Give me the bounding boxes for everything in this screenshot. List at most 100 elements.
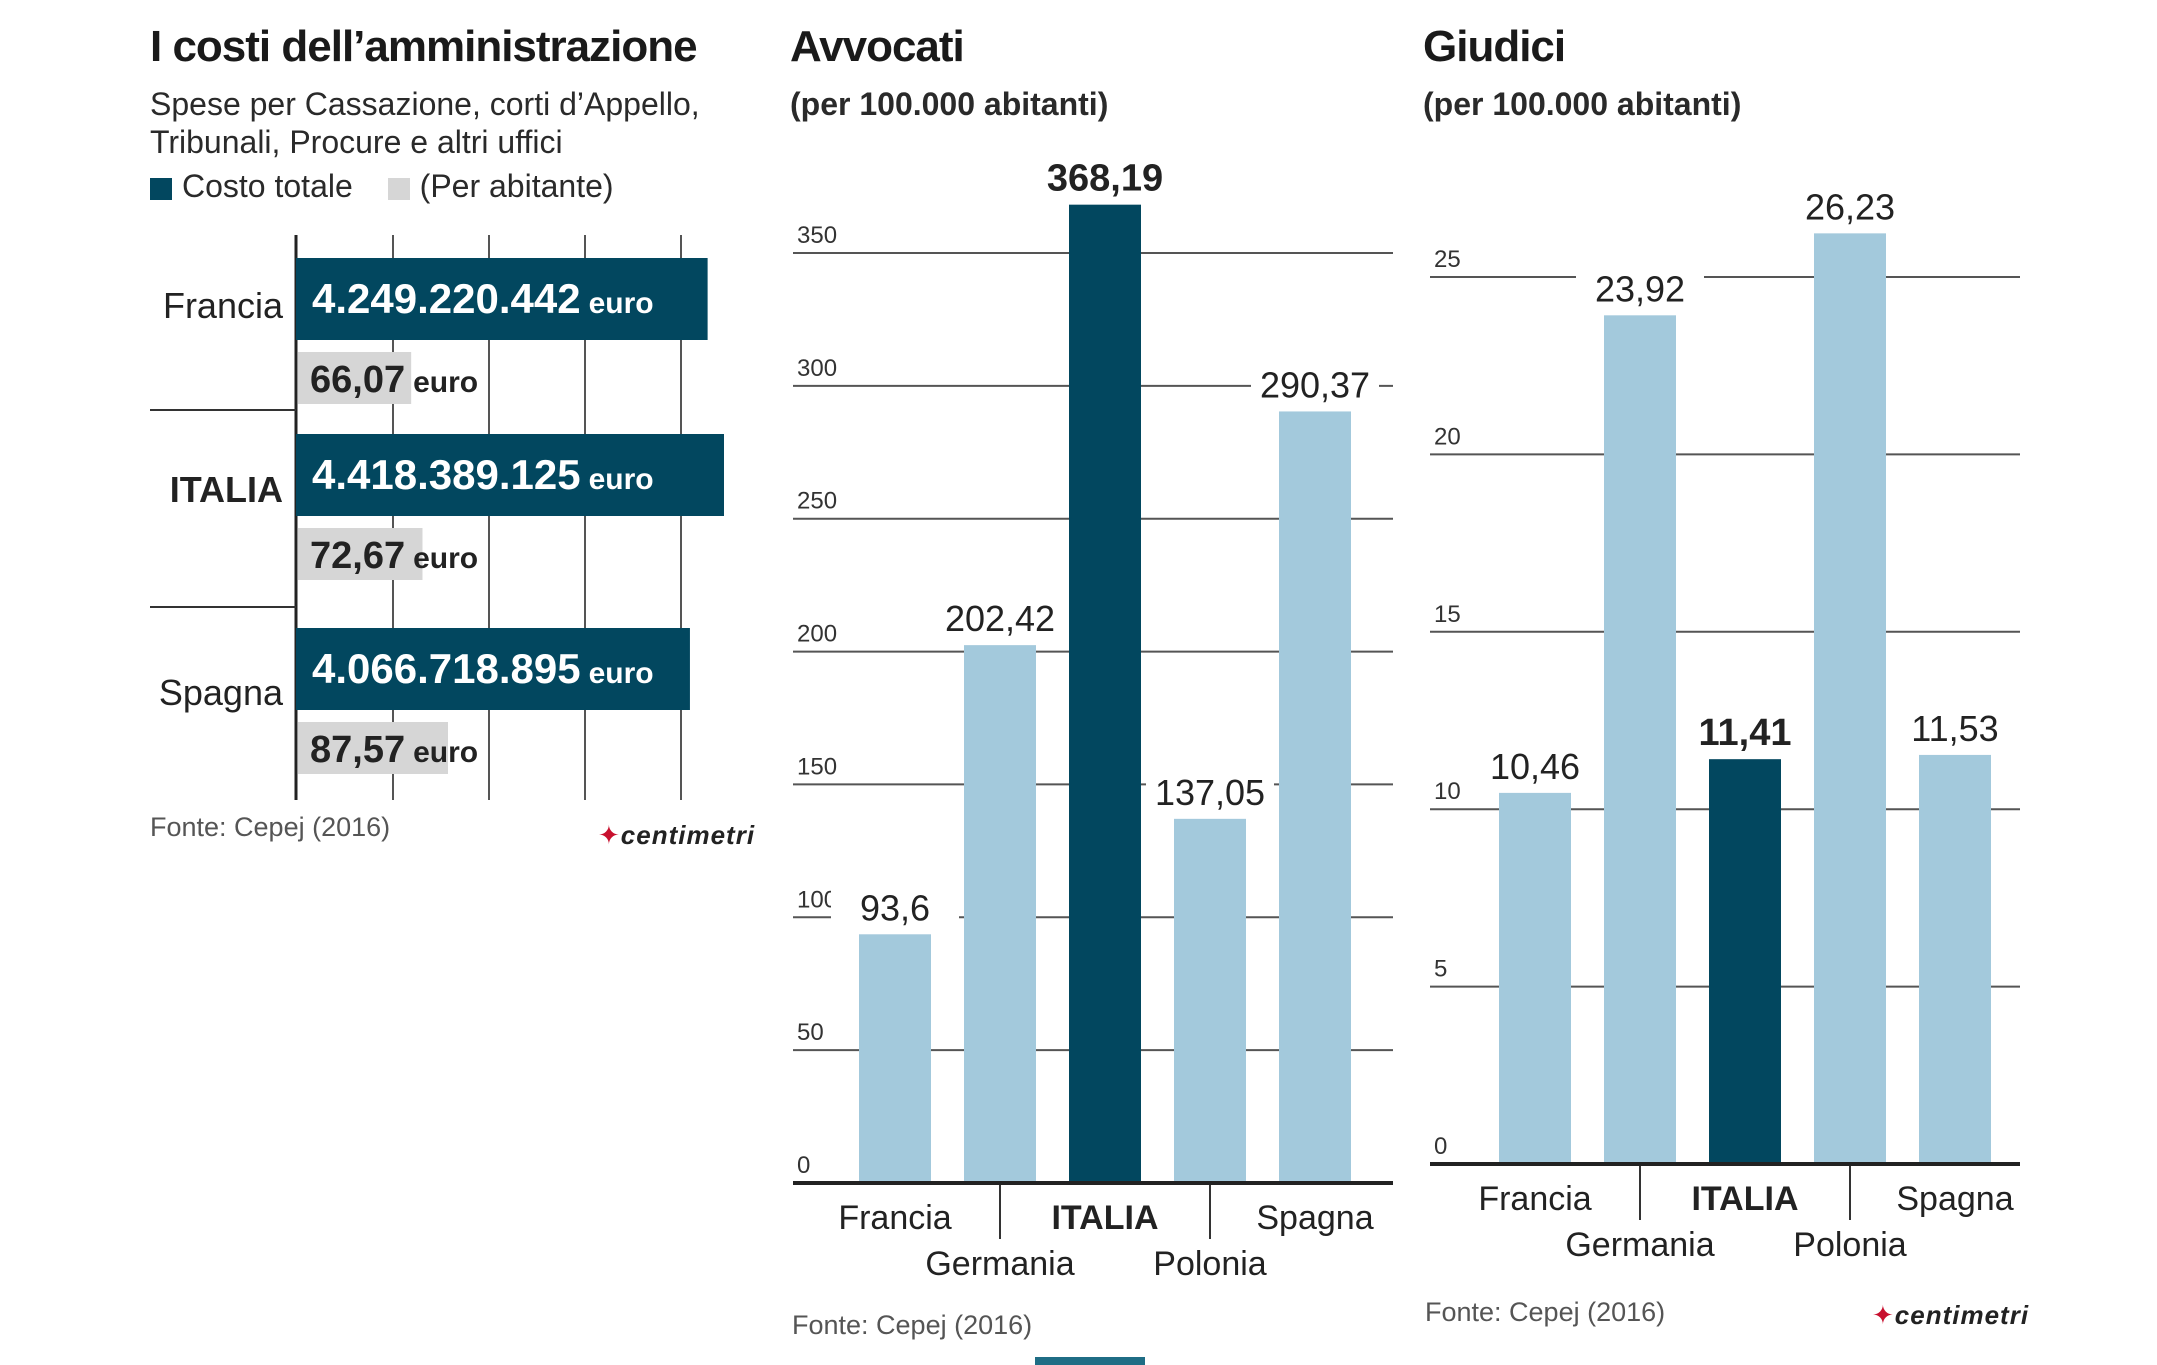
costi-panel: I costi dell’amministrazione Spese per C… xyxy=(0,0,790,1365)
bar-per-abitante-spagna xyxy=(298,722,448,774)
costi-subtitle-line1: Spese per Cassazione, corti d’Appello, xyxy=(150,86,700,122)
value-label-bg xyxy=(1786,185,1914,228)
value-label-francia: 10,46 xyxy=(1490,746,1580,787)
value-label-italia: 368,19 xyxy=(1047,158,1163,200)
unit-label: euro xyxy=(413,736,478,769)
costi-source: Fonte: Cepej (2016) xyxy=(150,812,391,842)
value-label-polonia: 137,05 xyxy=(1155,772,1265,813)
bar-polonia xyxy=(1814,233,1886,1164)
legend-swatch-gray xyxy=(387,177,410,200)
unit-label: euro xyxy=(589,287,654,320)
category-label-italia: ITALIA xyxy=(1691,1180,1798,1218)
bar-italia xyxy=(1709,759,1781,1164)
category-label-polonia: Polonia xyxy=(1793,1226,1907,1264)
y-tick-label-100: 100 xyxy=(797,886,837,913)
centimetri-logo-2-text: centimetri xyxy=(1894,1300,2030,1330)
centimetri-logo-text: centimetri xyxy=(620,820,756,850)
value-label-spagna: 11,53 xyxy=(1911,708,1998,749)
giudici-source: Fonte: Cepej (2016) xyxy=(1425,1297,1666,1327)
value-label-bg xyxy=(1891,706,2019,749)
y-tick-label-20: 20 xyxy=(1434,423,1461,450)
value-label-bg xyxy=(1251,363,1379,406)
category-label-francia: Francia xyxy=(838,1199,951,1237)
unit-label: euro xyxy=(589,657,654,690)
value-label-bg xyxy=(1681,711,1809,754)
bar-per-abitante-italia xyxy=(298,528,423,580)
bar-spagna xyxy=(1919,754,1991,1164)
y-tick-label-200: 200 xyxy=(797,621,837,648)
value-label-total-italia: 4.418.389.125 euro xyxy=(312,451,654,498)
category-label-spagna: Spagna xyxy=(159,672,284,713)
giudici-subtitle: (per 100.000 abitanti) xyxy=(1423,86,1742,122)
centimetri-logo: ✦centimetri xyxy=(598,820,756,850)
category-label-francia: Francia xyxy=(1478,1180,1591,1218)
value-label-francia: 93,6 xyxy=(860,887,930,928)
centimetri-logo-2: ✦centimetri xyxy=(1872,1300,2030,1330)
bar-germania xyxy=(1604,315,1676,1165)
giudici-chart: 0 5 10 15 20 25 10,46 23,92 11,41 26,23 11,53 Franc… xyxy=(1430,185,2020,1264)
bar-total-francia xyxy=(296,258,708,340)
y-tick-label-15: 15 xyxy=(1434,601,1461,628)
bar-polonia xyxy=(1174,818,1246,1183)
avvocati-title: Avvocati xyxy=(790,22,965,71)
giudici-panel: Giudici (per 100.000 abitanti) 0 5 10 15 20 2… xyxy=(1415,0,2157,1365)
category-label-italia: ITALIA xyxy=(170,469,283,510)
avvocati-subtitle: (per 100.000 abitanti) xyxy=(790,86,1109,122)
value-label-per-abitante-francia: 66,07 euro xyxy=(310,359,478,401)
bar-spagna xyxy=(1279,411,1351,1183)
y-tick-label-5: 5 xyxy=(1434,956,1447,983)
value-label-polonia: 26,23 xyxy=(1805,186,1895,227)
bar-per-abitante-francia xyxy=(298,352,412,404)
legend-swatch-dark xyxy=(150,177,172,200)
bar-francia xyxy=(1499,792,1571,1164)
y-tick-label-25: 25 xyxy=(1434,246,1461,273)
legend-item-per-abitante: (Per abitante) xyxy=(387,168,614,204)
category-label-germania: Germania xyxy=(1565,1226,1714,1264)
category-label-italia: ITALIA xyxy=(1051,1199,1158,1237)
bottom-tab-fragment xyxy=(1035,1357,1145,1365)
value-label-per-abitante-italia: 72,67 euro xyxy=(310,535,478,577)
giudici-title: Giudici xyxy=(1423,22,1566,71)
avvocati-source: Fonte: Cepej (2016) xyxy=(792,1310,1033,1340)
category-label-spagna: Spagna xyxy=(1896,1180,2013,1218)
value-label-germania: 202,42 xyxy=(945,598,1055,639)
value-label-spagna: 290,37 xyxy=(1260,364,1370,405)
value-label-bg xyxy=(936,597,1064,640)
costi-legend: Costo totale (Per abitante) xyxy=(150,168,640,205)
y-tick-label-0: 0 xyxy=(797,1152,810,1179)
legend-item-costo-totale: Costo totale xyxy=(150,168,362,204)
unit-label: euro xyxy=(589,463,654,496)
value-label-per-abitante-spagna: 87,57 euro xyxy=(310,729,478,771)
category-label-germania: Germania xyxy=(925,1245,1074,1283)
value-label-germania: 23,92 xyxy=(1595,268,1685,309)
y-tick-label-350: 350 xyxy=(797,222,837,249)
value-label-bg xyxy=(831,886,959,929)
category-label-francia: Francia xyxy=(163,285,284,326)
y-tick-label-0: 0 xyxy=(1434,1133,1447,1160)
y-tick-label-150: 150 xyxy=(797,753,837,780)
value-label-italia: 11,41 xyxy=(1699,712,1792,754)
y-tick-label-10: 10 xyxy=(1434,778,1461,805)
value-label-bg xyxy=(1041,156,1169,199)
unit-label: euro xyxy=(413,366,478,399)
y-tick-label-300: 300 xyxy=(797,355,837,382)
bar-germania xyxy=(964,645,1036,1183)
avvocati-panel: Avvocati (per 100.000 abitanti) 0 50 100 15… xyxy=(780,0,1420,1365)
category-label-polonia: Polonia xyxy=(1153,1245,1267,1283)
value-label-bg xyxy=(1576,267,1704,310)
y-tick-label-50: 50 xyxy=(797,1019,824,1046)
bar-francia xyxy=(859,934,931,1183)
value-label-bg xyxy=(1471,744,1599,787)
value-label-bg xyxy=(1146,770,1274,813)
unit-label: euro xyxy=(413,542,478,575)
legend-label-costo-totale: Costo totale xyxy=(182,168,353,204)
bar-total-italia xyxy=(296,434,724,516)
bar-total-spagna xyxy=(296,628,690,710)
bar-italia xyxy=(1069,204,1141,1183)
costi-title: I costi dell’amministrazione xyxy=(150,22,698,71)
y-tick-label-250: 250 xyxy=(797,488,837,515)
avvocati-chart: 0 50 100 150 200 250 300 350 93,6 202,42 368,19 137… xyxy=(793,156,1393,1283)
legend-label-per-abitante: (Per abitante) xyxy=(419,168,614,204)
category-label-spagna: Spagna xyxy=(1256,1199,1373,1237)
